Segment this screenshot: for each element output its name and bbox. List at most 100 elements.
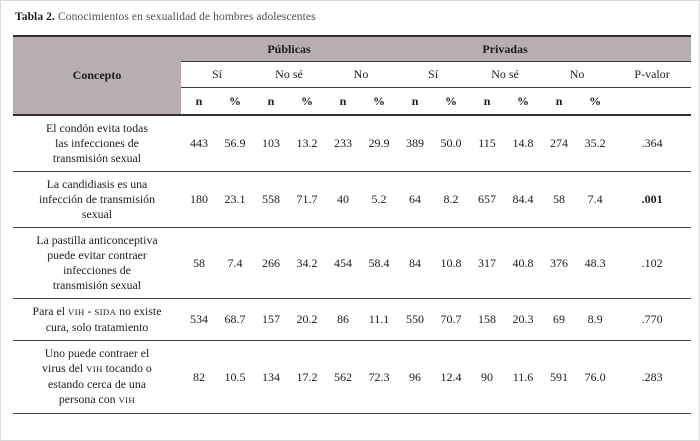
header-row-groups: Concepto Públicas Privadas <box>13 35 692 116</box>
pvalue-cell: .001 <box>613 171 692 228</box>
value-cell: 29.9 <box>361 115 398 172</box>
value-cell: 35.2 <box>577 115 614 172</box>
value-cell: 115 <box>469 115 506 172</box>
value-cell: 14.8 <box>505 115 542 172</box>
pvalue-cell: .283 <box>613 340 692 414</box>
value-cell: 534 <box>181 298 217 341</box>
value-cell: 389 <box>397 115 434 172</box>
col-n-label: n <box>181 87 217 116</box>
concept-cell: Para el VIH - SIDA no existe cura, solo t… <box>13 298 181 341</box>
value-cell: 56.9 <box>217 115 253 172</box>
value-cell: 7.4 <box>577 171 614 228</box>
subheader-no-privadas: No <box>541 61 614 88</box>
value-cell: 20.2 <box>289 298 325 341</box>
concept-cell: Uno puede contraer el virus del VIH tocan… <box>13 340 181 414</box>
header-row-responses: Sí No sé No Sí No sé No P-valor <box>13 61 692 88</box>
value-cell: 11.6 <box>505 340 542 414</box>
value-cell: 96 <box>397 340 434 414</box>
value-cell: 84 <box>397 227 434 299</box>
subheader-nose-publicas: No sé <box>253 61 325 88</box>
value-cell: 34.2 <box>289 227 325 299</box>
concept-cell: La candidiasis es una infección de transm… <box>13 171 181 228</box>
col-n-label: n <box>397 87 434 116</box>
value-cell: 11.1 <box>361 298 398 341</box>
value-cell: 58.4 <box>361 227 398 299</box>
value-cell: 274 <box>541 115 578 172</box>
value-cell: 558 <box>253 171 289 228</box>
value-cell: 20.3 <box>505 298 542 341</box>
table-caption: Tabla 2. Conocimientos en sexualidad de … <box>15 11 689 23</box>
knowledge-table: Concepto Públicas Privadas Sí No sé No S… <box>13 35 692 414</box>
table-row: El condón evita todas las infecciones de t… <box>13 115 692 172</box>
value-cell: 64 <box>397 171 434 228</box>
column-group-privadas: Privadas <box>397 35 614 62</box>
subheader-si-privadas: Sí <box>397 61 470 88</box>
value-cell: 58 <box>541 171 578 228</box>
value-cell: 84.4 <box>505 171 542 228</box>
value-cell: 180 <box>181 171 217 228</box>
col-pct-label: % <box>289 87 325 116</box>
value-cell: 550 <box>397 298 434 341</box>
value-cell: 17.2 <box>289 340 325 414</box>
table-header: Concepto Públicas Privadas Sí No sé No S… <box>13 35 692 116</box>
value-cell: 376 <box>541 227 578 299</box>
value-cell: 40.8 <box>505 227 542 299</box>
value-cell: 103 <box>253 115 289 172</box>
value-cell: 13.2 <box>289 115 325 172</box>
col-pct-label: % <box>361 87 398 116</box>
col-n-label: n <box>541 87 578 116</box>
pvalue-cell: .102 <box>613 227 692 299</box>
col-pvalor-spacer <box>613 87 692 116</box>
value-cell: 10.5 <box>217 340 253 414</box>
value-cell: 12.4 <box>433 340 470 414</box>
concept-cell: La pastilla anticonceptiva puede evitar c… <box>13 227 181 299</box>
value-cell: 71.7 <box>289 171 325 228</box>
pvalue-cell: .770 <box>613 298 692 341</box>
value-cell: 86 <box>325 298 361 341</box>
table-row: Uno puede contraer el virus del VIH tocan… <box>13 340 692 414</box>
table-caption-label: Tabla 2. <box>15 11 56 23</box>
table-row: La pastilla anticonceptiva puede evitar c… <box>13 227 692 299</box>
col-pct-label: % <box>433 87 470 116</box>
col-pct-label: % <box>217 87 253 116</box>
value-cell: 82 <box>181 340 217 414</box>
value-cell: 68.7 <box>217 298 253 341</box>
value-cell: 657 <box>469 171 506 228</box>
value-cell: 40 <box>325 171 361 228</box>
value-cell: 317 <box>469 227 506 299</box>
value-cell: 90 <box>469 340 506 414</box>
value-cell: 454 <box>325 227 361 299</box>
value-cell: 10.8 <box>433 227 470 299</box>
col-n-label: n <box>325 87 361 116</box>
subheader-nose-privadas: No sé <box>469 61 542 88</box>
value-cell: 157 <box>253 298 289 341</box>
value-cell: 134 <box>253 340 289 414</box>
value-cell: 48.3 <box>577 227 614 299</box>
table-caption-text: Conocimientos en sexualidad de hombres a… <box>58 11 316 23</box>
col-n-label: n <box>469 87 506 116</box>
value-cell: 58 <box>181 227 217 299</box>
value-cell: 443 <box>181 115 217 172</box>
col-n-label: n <box>253 87 289 116</box>
value-cell: 158 <box>469 298 506 341</box>
column-group-pvalor-spacer <box>613 35 692 62</box>
value-cell: 8.9 <box>577 298 614 341</box>
table-body: El condón evita todas las infecciones de t… <box>13 115 692 414</box>
subheader-no-publicas: No <box>325 61 398 88</box>
col-pct-label: % <box>577 87 614 116</box>
col-pct-label: % <box>505 87 542 116</box>
value-cell: 266 <box>253 227 289 299</box>
value-cell: 69 <box>541 298 578 341</box>
subheader-si-publicas: Sí <box>181 61 253 88</box>
value-cell: 70.7 <box>433 298 470 341</box>
column-header-concepto: Concepto <box>13 35 181 116</box>
table-row: Para el VIH - SIDA no existe cura, solo t… <box>13 298 692 341</box>
value-cell: 5.2 <box>361 171 398 228</box>
value-cell: 50.0 <box>433 115 470 172</box>
value-cell: 72.3 <box>361 340 398 414</box>
value-cell: 8.2 <box>433 171 470 228</box>
value-cell: 7.4 <box>217 227 253 299</box>
value-cell: 562 <box>325 340 361 414</box>
value-cell: 76.0 <box>577 340 614 414</box>
